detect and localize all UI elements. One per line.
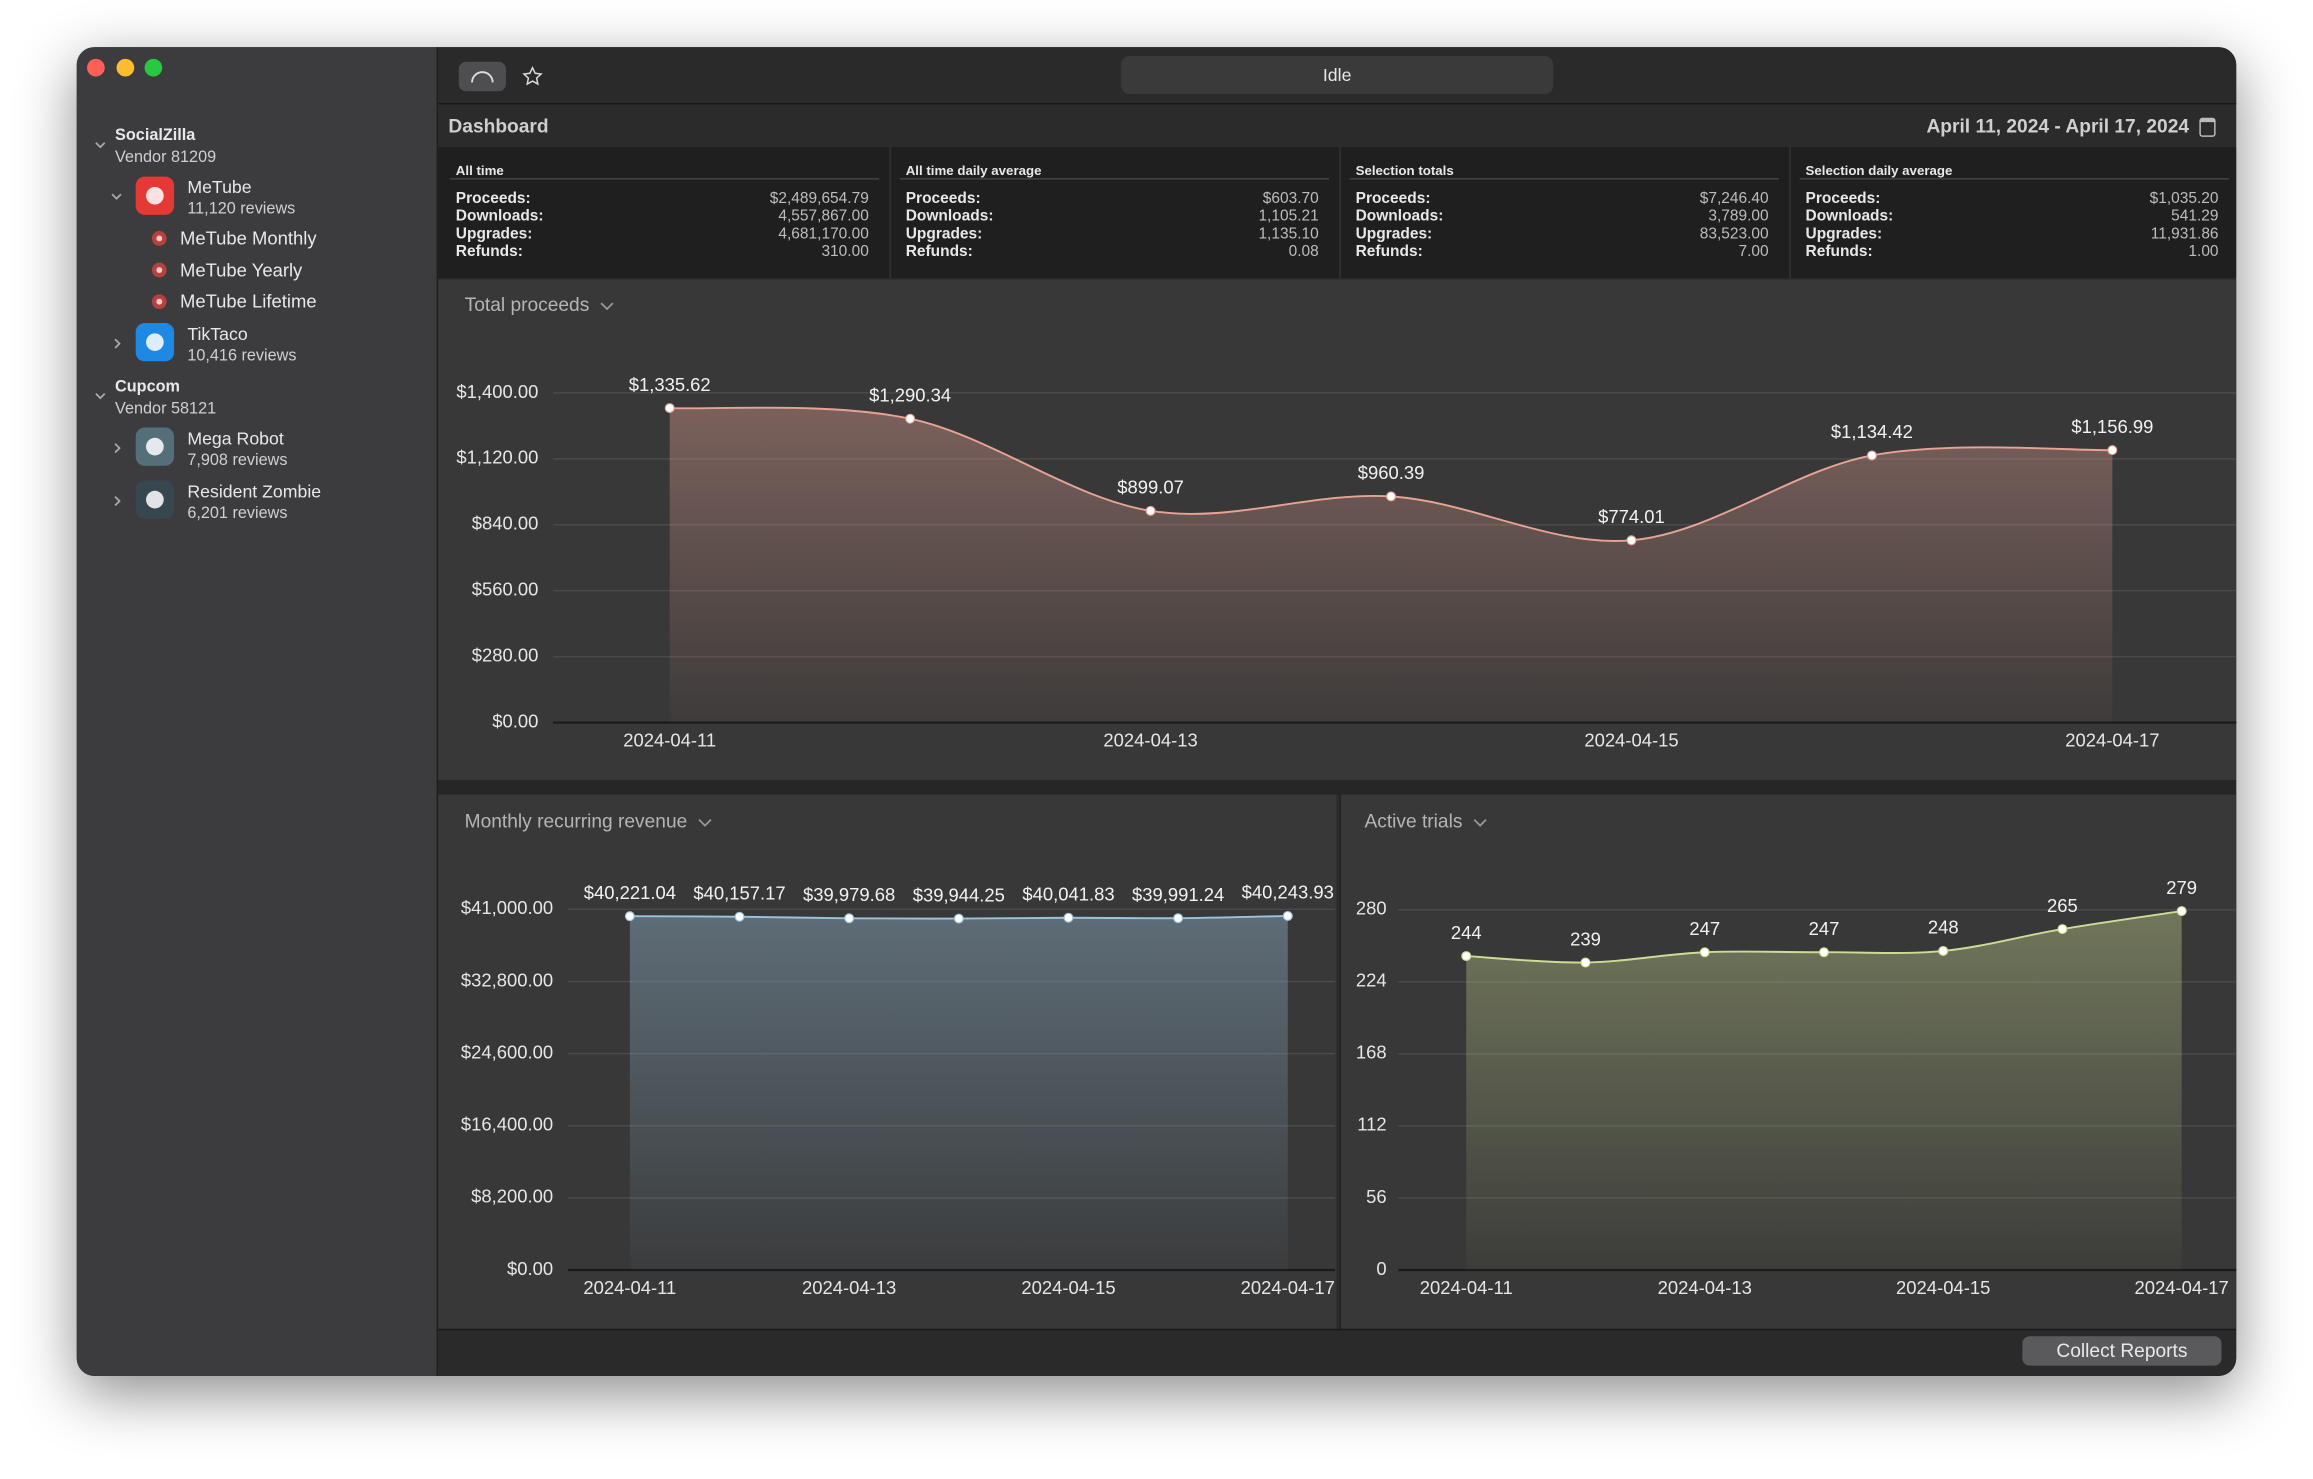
stat-value: 83,523.00 [1699, 225, 1769, 243]
stats-separator [899, 178, 1330, 180]
stats-title: Selection totals [1355, 163, 1454, 179]
stat-label: Refunds: [455, 242, 523, 261]
vendor-id: Vendor 81209 [115, 148, 217, 167]
stat-label: Proceeds: [1355, 189, 1431, 208]
trials-panel [1339, 794, 2237, 1329]
proceeds-panel [438, 279, 2237, 780]
stat-label: Downloads: [1355, 207, 1444, 226]
dashboard-title: Dashboard [448, 114, 549, 137]
stat-value: 1.00 [2188, 242, 2219, 261]
gauge-button[interactable] [458, 61, 506, 92]
stat-value: 4,681,170.00 [778, 225, 869, 243]
stats-column-divider [1789, 147, 1791, 279]
window: SocialZilla Vendor 81209 MeTube 11,120 revi… [76, 47, 2237, 1376]
stat-label: Refunds: [1355, 242, 1423, 261]
stat-value: 1,105.21 [1258, 207, 1319, 226]
star-button[interactable] [509, 62, 556, 91]
app-name[interactable]: TikTaco [187, 323, 248, 344]
stats-separator [1799, 178, 2229, 180]
stats-title: Selection daily average [1805, 163, 1953, 179]
stat-value: 1,135.10 [1258, 225, 1319, 243]
stat-label: Downloads: [1805, 207, 1894, 226]
stat-value: 4,557,867.00 [778, 207, 869, 226]
stat-label: Refunds: [1805, 242, 1873, 261]
subscription-name[interactable]: MeTube Monthly [179, 228, 317, 249]
stat-label: Proceeds: [1805, 189, 1881, 208]
stats-title: All time [455, 163, 504, 179]
subscription-name[interactable]: MeTube Lifetime [179, 291, 317, 312]
app-name[interactable]: Resident Zombie [187, 480, 322, 502]
stats-title: All time daily average [905, 163, 1042, 179]
stats-column-divider [889, 147, 891, 279]
stat-value: $603.70 [1262, 189, 1319, 208]
status-text: Idle [1322, 64, 1352, 86]
stats-bar: All time Proceeds: $2,489,654.79 Downloads:… [438, 147, 2237, 279]
app-reviews: 7,908 reviews [187, 451, 288, 469]
stat-label: Upgrades: [1805, 225, 1883, 243]
stat-value: 310.00 [821, 242, 869, 261]
vendor-name[interactable]: SocialZilla [115, 126, 196, 145]
stat-value: 541.29 [2171, 207, 2219, 226]
stat-value: 0.08 [1288, 242, 1319, 261]
split-divider[interactable] [438, 779, 2237, 795]
stat-value: 3,789.00 [1708, 207, 1769, 226]
stat-label: Upgrades: [1355, 225, 1433, 243]
vendor-name[interactable]: Cupcom [115, 377, 180, 396]
stat-label: Downloads: [905, 207, 994, 226]
stats-column-divider [1339, 147, 1341, 279]
vendor-id: Vendor 58121 [115, 399, 217, 418]
status-field [1121, 55, 1554, 95]
subscription-name[interactable]: MeTube Yearly [179, 259, 303, 281]
app-reviews: 11,120 reviews [187, 200, 296, 218]
stat-label: Upgrades: [455, 225, 533, 243]
stat-value: $7,246.40 [1699, 189, 1769, 208]
app-name[interactable]: MeTube [187, 176, 252, 198]
stat-label: Downloads: [455, 207, 544, 226]
stats-separator [1349, 178, 1779, 180]
stat-label: Upgrades: [905, 225, 983, 243]
stat-value: $1,035.20 [2149, 189, 2219, 208]
stat-label: Proceeds: [905, 189, 981, 208]
app-reviews: 6,201 reviews [187, 504, 288, 522]
stat-value: 11,931.86 [2150, 225, 2219, 243]
app-name[interactable]: Mega Robot [187, 427, 284, 449]
stat-label: Proceeds: [455, 189, 531, 208]
stat-label: Refunds: [905, 242, 973, 261]
mrr-panel [438, 794, 1337, 1329]
calendar-icon[interactable] [2199, 117, 2216, 137]
collect-reports-button[interactable]: Collect Reports [2022, 1336, 2222, 1366]
stat-value: 7.00 [1738, 242, 1769, 261]
date-range[interactable]: April 11, 2024 - April 17, 2024 [1926, 114, 2190, 137]
stat-value: $2,489,654.79 [769, 189, 869, 208]
footer [438, 1328, 2237, 1376]
app-reviews: 10,416 reviews [187, 346, 297, 365]
sidebar: SocialZilla Vendor 81209 MeTube 11,120 revi… [76, 47, 439, 1376]
stats-separator [449, 178, 880, 180]
